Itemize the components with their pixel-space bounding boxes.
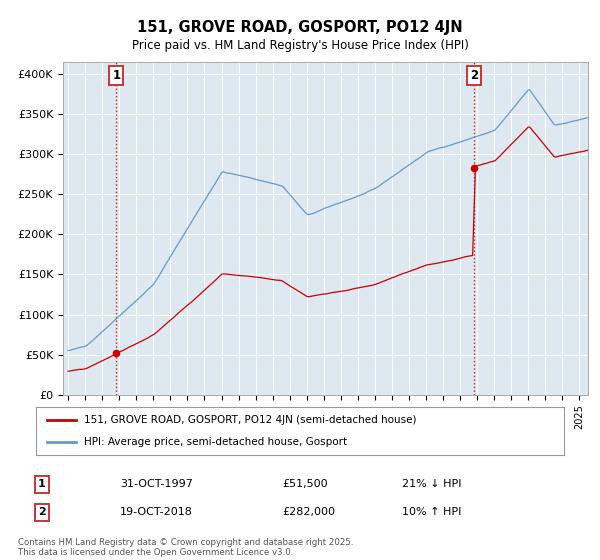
Text: 10% ↑ HPI: 10% ↑ HPI <box>402 507 461 517</box>
Text: 31-OCT-1997: 31-OCT-1997 <box>120 479 193 489</box>
Text: HPI: Average price, semi-detached house, Gosport: HPI: Average price, semi-detached house,… <box>83 437 347 447</box>
Text: £282,000: £282,000 <box>282 507 335 517</box>
Text: 19-OCT-2018: 19-OCT-2018 <box>120 507 193 517</box>
Text: Contains HM Land Registry data © Crown copyright and database right 2025.
This d: Contains HM Land Registry data © Crown c… <box>18 538 353 557</box>
Text: £51,500: £51,500 <box>282 479 328 489</box>
Text: 151, GROVE ROAD, GOSPORT, PO12 4JN: 151, GROVE ROAD, GOSPORT, PO12 4JN <box>137 20 463 35</box>
Text: 1: 1 <box>112 69 121 82</box>
Text: 151, GROVE ROAD, GOSPORT, PO12 4JN (semi-detached house): 151, GROVE ROAD, GOSPORT, PO12 4JN (semi… <box>83 415 416 425</box>
Text: 2: 2 <box>38 507 46 517</box>
Text: 2: 2 <box>470 69 478 82</box>
Text: Price paid vs. HM Land Registry's House Price Index (HPI): Price paid vs. HM Land Registry's House … <box>131 39 469 52</box>
Text: 21% ↓ HPI: 21% ↓ HPI <box>402 479 461 489</box>
Text: 1: 1 <box>38 479 46 489</box>
